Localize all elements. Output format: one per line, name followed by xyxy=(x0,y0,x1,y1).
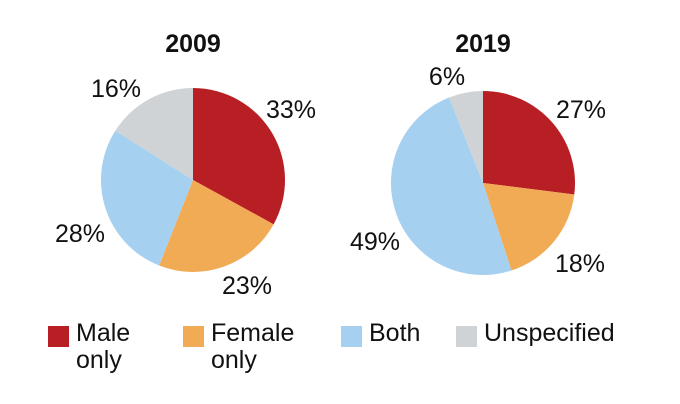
pie-2019-slice-male-only xyxy=(483,91,575,195)
pie-2009-slice-unspecified xyxy=(115,88,193,180)
pie-2009-slice-female-only xyxy=(159,180,274,273)
pie-2019-label-unspecified: 6% xyxy=(429,63,465,91)
pie-2009-label-unspecified: 16% xyxy=(91,75,141,103)
pie-2009-slice-male-only xyxy=(193,88,285,225)
pie-2019-label-both: 49% xyxy=(350,228,400,256)
pie-2019-label-female-only: 18% xyxy=(555,250,605,278)
pie-2019-slice-female-only xyxy=(483,183,575,271)
pie-title-0: 2009 xyxy=(165,30,221,58)
pie-2009-slice-both xyxy=(100,130,193,266)
pie-2019-slice-unspecified xyxy=(449,90,483,183)
pie-2009-label-female-only: 23% xyxy=(222,272,272,300)
pie-2019-label-male-only: 27% xyxy=(556,96,606,124)
pie-2009-label-male-only: 33% xyxy=(266,96,316,124)
pie-title-1: 2019 xyxy=(455,30,511,58)
pie-2019-slice-both xyxy=(390,97,512,276)
pie-2009-label-both: 28% xyxy=(55,220,105,248)
